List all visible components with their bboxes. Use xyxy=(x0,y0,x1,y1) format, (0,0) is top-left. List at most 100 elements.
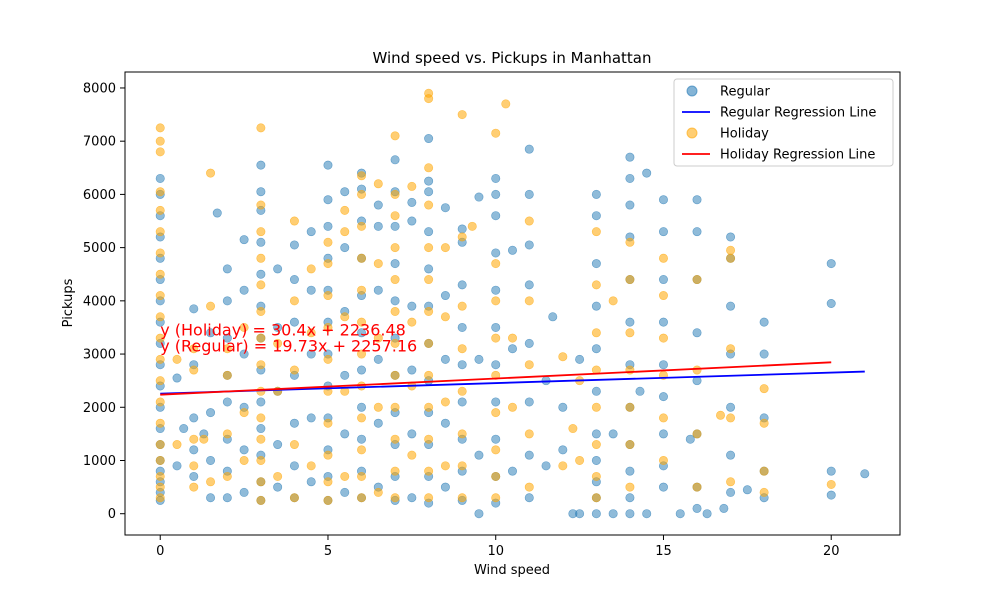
holiday-point xyxy=(390,131,400,141)
x-axis-ticks: 0 5 10 15 20 xyxy=(156,535,839,559)
holiday-point xyxy=(407,317,417,327)
x-tick-label: 20 xyxy=(823,544,840,559)
holiday-point xyxy=(491,259,501,269)
regular-point xyxy=(658,429,668,439)
holiday-point xyxy=(726,477,736,487)
holiday-point xyxy=(323,477,333,487)
regular-point xyxy=(424,176,434,186)
holiday-point xyxy=(256,306,266,316)
regular-point xyxy=(702,509,712,519)
holiday-point xyxy=(357,413,367,423)
regular-point xyxy=(726,402,736,412)
holiday-point xyxy=(407,450,417,460)
regular-point xyxy=(524,493,534,503)
regular-point xyxy=(306,477,316,487)
regular-point xyxy=(625,466,635,476)
holiday-point xyxy=(357,285,367,295)
regular-point xyxy=(357,434,367,444)
regular-point xyxy=(541,461,551,471)
legend-label-regular-regression-line: Regular Regression Line xyxy=(720,106,876,121)
y-tick-label: 0 xyxy=(108,507,116,522)
holiday-point xyxy=(256,123,266,133)
regular-point xyxy=(474,354,484,364)
holiday-point xyxy=(424,306,434,316)
holiday-point xyxy=(390,370,400,380)
legend-label-holiday-regression-line: Holiday Regression Line xyxy=(720,148,875,163)
holiday-point xyxy=(323,495,333,505)
holiday-point xyxy=(457,386,467,396)
regular-point xyxy=(323,195,333,205)
holiday-point xyxy=(524,296,534,306)
holiday-point xyxy=(256,200,266,210)
regular-point xyxy=(424,134,434,144)
regular-point xyxy=(256,160,266,170)
regular-point xyxy=(457,224,467,234)
regular-point xyxy=(212,208,222,218)
regular-point xyxy=(692,195,702,205)
regular-point xyxy=(625,317,635,327)
holiday-point xyxy=(658,413,668,423)
holiday-point xyxy=(457,461,467,471)
regular-point xyxy=(407,493,417,503)
holiday-point xyxy=(340,205,350,215)
regular-point xyxy=(289,275,299,285)
regular-point xyxy=(273,482,283,492)
legend-marker-holiday xyxy=(686,127,698,139)
regular-point xyxy=(658,360,668,370)
regular-point xyxy=(491,248,501,258)
holiday-point xyxy=(424,402,434,412)
holiday-point xyxy=(658,455,668,465)
holiday-point xyxy=(256,227,266,237)
x-axis-label: Wind speed xyxy=(474,563,550,578)
regular-point xyxy=(524,144,534,154)
regular-point xyxy=(424,227,434,237)
holiday-point xyxy=(323,291,333,301)
legend-label-regular: Regular xyxy=(720,85,771,100)
holiday-point xyxy=(289,365,299,375)
holiday-point xyxy=(155,205,165,215)
holiday-point xyxy=(759,466,769,476)
regular-point xyxy=(256,187,266,197)
holiday-point xyxy=(199,434,209,444)
regular-point xyxy=(440,482,450,492)
holiday-point xyxy=(390,275,400,285)
regular-point xyxy=(172,373,182,383)
holiday-point xyxy=(625,237,635,247)
holiday-point xyxy=(440,243,450,253)
holiday-point xyxy=(373,402,383,412)
regular-point xyxy=(256,424,266,434)
holiday-point xyxy=(591,280,601,290)
regular-point xyxy=(239,349,249,359)
x-tick-label: 5 xyxy=(324,544,332,559)
holiday-point xyxy=(457,232,467,242)
regular-point xyxy=(474,509,484,519)
regular-point xyxy=(206,408,216,418)
regular-point xyxy=(306,349,316,359)
holiday-point xyxy=(323,354,333,364)
regular-point xyxy=(658,195,668,205)
regular-point xyxy=(524,280,534,290)
regular-point xyxy=(642,168,652,178)
holiday-point xyxy=(256,495,266,505)
regular-point xyxy=(189,471,199,481)
regular-point xyxy=(189,445,199,455)
holiday-point xyxy=(357,445,367,455)
regular-point xyxy=(625,152,635,162)
holiday-point xyxy=(424,243,434,253)
regular-point xyxy=(474,450,484,460)
holiday-point xyxy=(726,344,736,354)
holiday-point xyxy=(357,317,367,327)
regular-point xyxy=(357,402,367,412)
holiday-point xyxy=(323,450,333,460)
holiday-point xyxy=(390,466,400,476)
holiday-point xyxy=(558,461,568,471)
regular-point xyxy=(239,235,249,245)
holiday-point xyxy=(155,376,165,386)
regular-point xyxy=(222,397,232,407)
holiday-point xyxy=(491,128,501,138)
regular-point xyxy=(558,402,568,412)
annotations-layer: y (Holiday) = 30.4x + 2236.48y (Regular)… xyxy=(160,320,417,355)
holiday-point xyxy=(306,264,316,274)
holiday-point xyxy=(507,402,517,412)
